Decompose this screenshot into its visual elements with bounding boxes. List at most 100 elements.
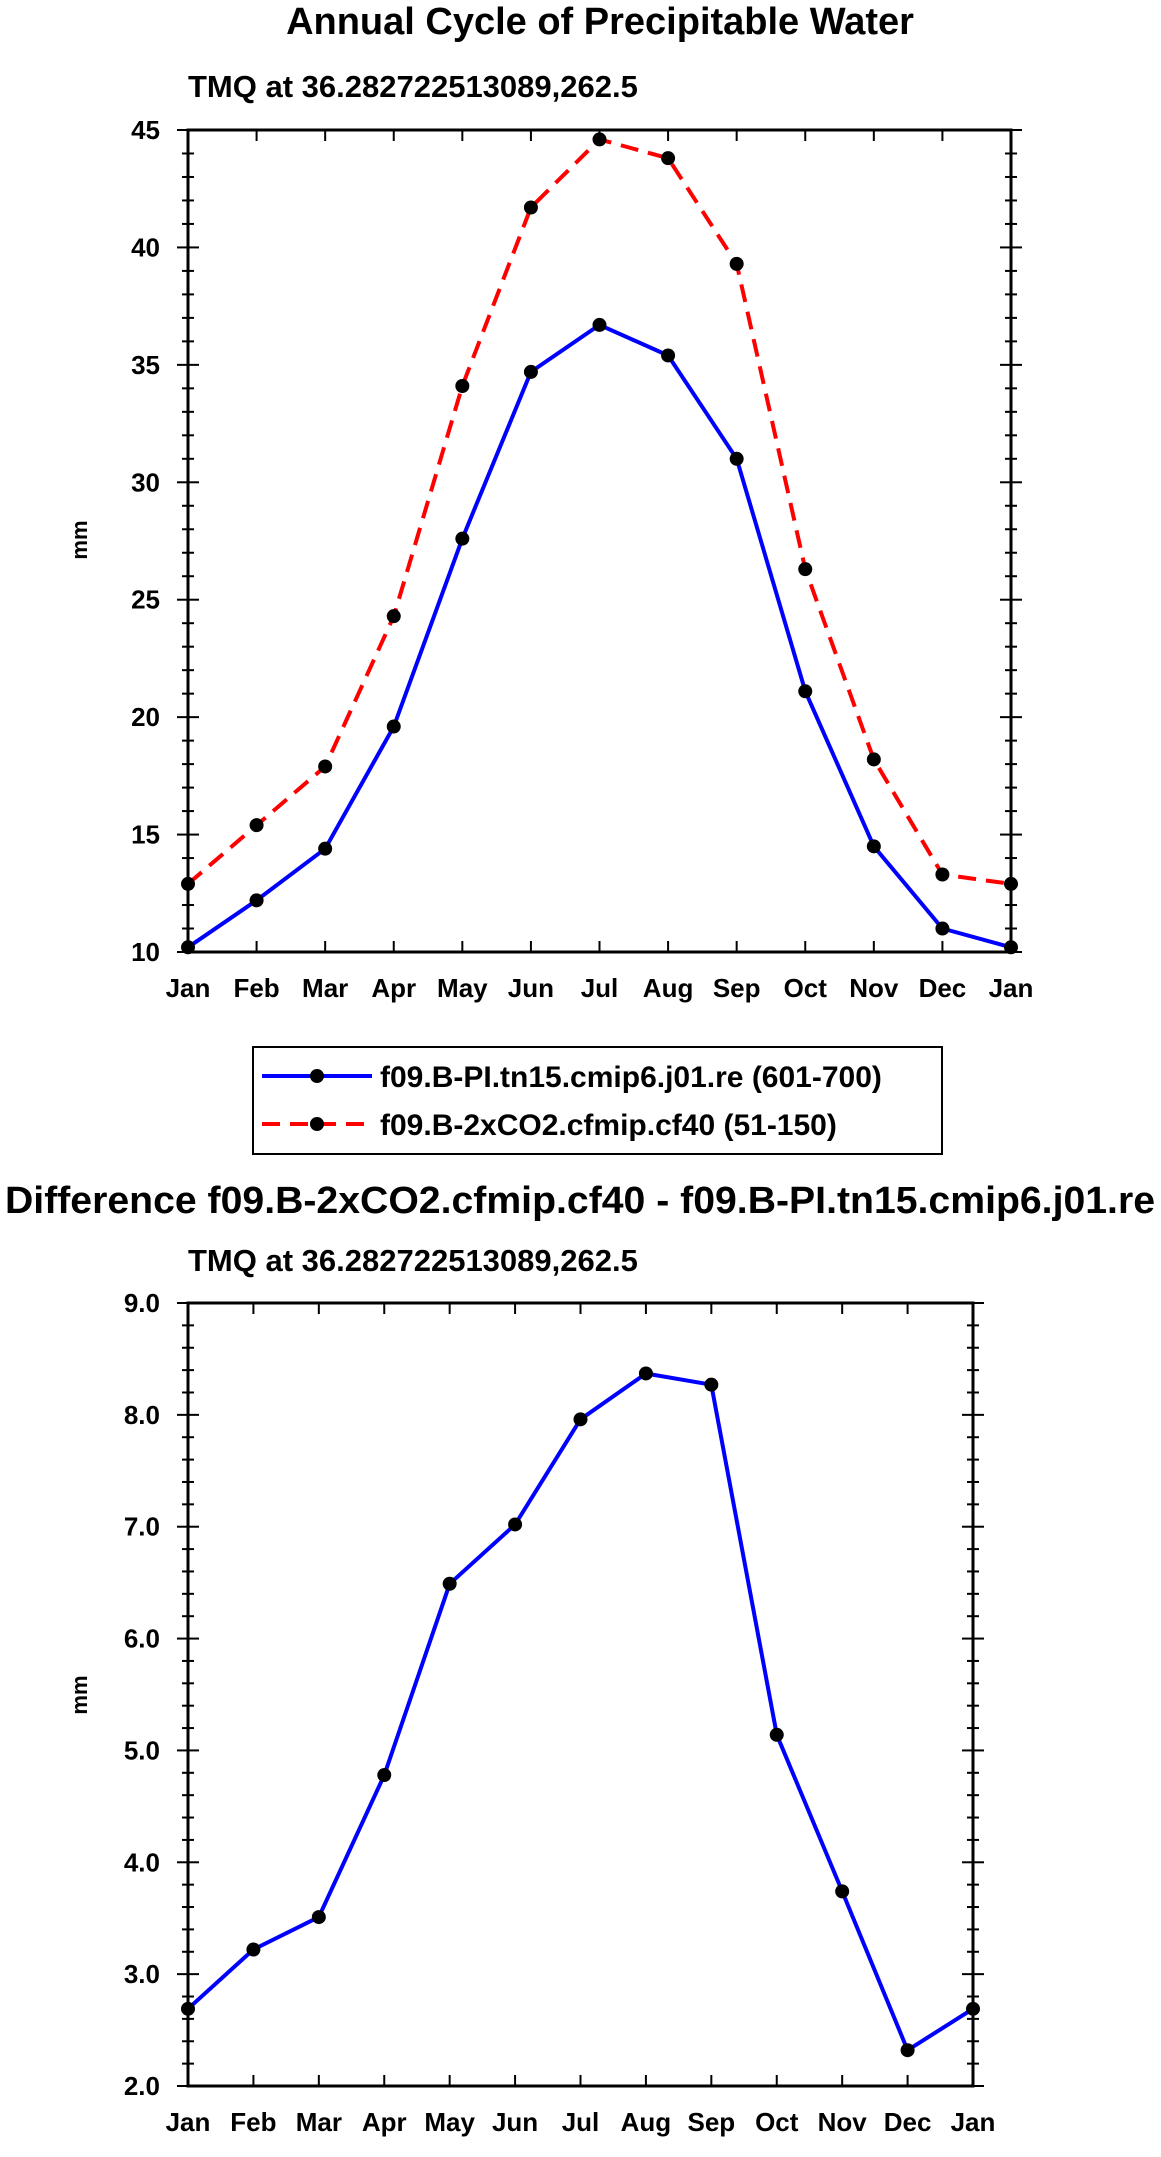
data-point <box>1004 940 1018 955</box>
y-tick-label: 20 <box>131 702 160 732</box>
data-point <box>661 348 676 363</box>
data-point <box>866 752 881 767</box>
data-point <box>181 876 195 891</box>
data-point <box>249 893 264 908</box>
x-tick-label: Apr <box>362 2107 407 2137</box>
data-point <box>386 719 401 734</box>
data-point <box>592 317 607 332</box>
data-point <box>246 1942 261 1957</box>
x-tick-label: Apr <box>371 973 416 1003</box>
chart-subtitle: TMQ at 36.282722513089,262.5 <box>188 69 638 104</box>
y-tick-label: 40 <box>131 232 160 262</box>
y-tick-label: 7.0 <box>124 1512 160 1542</box>
data-point <box>729 451 744 466</box>
x-tick-label: Jan <box>951 2107 996 2137</box>
legend-entry-2xco2: f09.B-2xCO2.cfmip.cf40 (51-150) <box>262 1109 837 1142</box>
data-point <box>798 562 813 577</box>
x-tick-label: Jan <box>989 973 1034 1003</box>
data-point <box>523 200 538 215</box>
difference-subtitle: TMQ at 36.282722513089,262.5 <box>188 1243 638 1278</box>
y-tick-labels: 2.0 3.0 4.0 5.0 6.0 7.0 8.0 9.0 <box>124 1288 160 2101</box>
data-point <box>866 839 881 854</box>
series-lines <box>186 1371 975 2053</box>
data-point <box>455 531 470 546</box>
precipitable-water-chart: Annual Cycle of Precipitable Water TMQ a… <box>67 1 1034 1155</box>
y-tick-labels: 10 15 20 25 30 35 40 45 <box>131 115 160 967</box>
x-tick-label: Mar <box>302 973 348 1003</box>
data-point <box>377 1768 392 1783</box>
y-tick-label: 30 <box>131 467 160 497</box>
data-point <box>442 1576 457 1591</box>
series-line <box>186 137 1012 886</box>
x-tick-label: Nov <box>849 973 899 1003</box>
chart-title: Annual Cycle of Precipitable Water <box>286 1 914 43</box>
x-tick-label: May <box>424 2107 475 2137</box>
plot-frame <box>186 128 1013 954</box>
tick-marks <box>177 129 1022 953</box>
x-tick-label: Aug <box>621 2107 672 2137</box>
tick-marks <box>177 1302 984 2087</box>
legend-label-2xco2: f09.B-2xCO2.cfmip.cf40 (51-150) <box>380 1109 837 1142</box>
data-point <box>900 2043 915 2058</box>
y-tick-label: 15 <box>131 820 160 850</box>
x-tick-label: Jun <box>492 2107 538 2137</box>
y-tick-label: 4.0 <box>124 1847 160 1877</box>
data-point <box>508 1517 523 1532</box>
data-point <box>966 2001 980 2016</box>
x-tick-label: May <box>437 973 488 1003</box>
data-point <box>661 151 676 166</box>
data-point <box>523 364 538 379</box>
data-point <box>592 132 607 147</box>
x-tick-labels: Jan Feb Mar Apr May Jun Jul Aug Sep Oct Nov Dec Jan <box>166 2107 996 2137</box>
x-tick-label: Feb <box>233 973 279 1003</box>
data-point <box>729 256 744 271</box>
x-tick-label: Sep <box>687 2107 735 2137</box>
data-point <box>704 1377 719 1392</box>
data-point <box>935 867 950 882</box>
data-point <box>181 940 195 955</box>
data-point <box>311 1910 326 1925</box>
data-point <box>573 1412 588 1427</box>
data-point <box>798 684 813 699</box>
difference-title: Difference f09.B-2xCO2.cfmip.cf40 - f09.… <box>5 1180 1155 1222</box>
y-tick-label: 5.0 <box>124 1735 160 1765</box>
y-tick-label: 6.0 <box>124 1624 160 1654</box>
y-tick-label: 35 <box>131 350 160 380</box>
y-axis-label: mm <box>67 1675 92 1714</box>
x-tick-label: Jul <box>562 2107 600 2137</box>
data-point <box>318 841 333 856</box>
x-tick-label: Sep <box>713 973 761 1003</box>
y-tick-label: 25 <box>131 585 160 615</box>
y-tick-label: 45 <box>131 115 160 145</box>
series-lines <box>186 137 1012 950</box>
data-point <box>638 1366 653 1381</box>
legend-box <box>252 1046 943 1155</box>
x-tick-label: Jan <box>166 973 211 1003</box>
data-point <box>835 1884 850 1899</box>
data-point <box>935 921 950 936</box>
x-tick-label: Dec <box>919 973 967 1003</box>
legend: f09.B-PI.tn15.cmip6.j01.re (601-700) f09… <box>252 1046 943 1155</box>
x-tick-label: Mar <box>296 2107 342 2137</box>
legend-marker-2xco2 <box>310 1117 324 1131</box>
x-tick-label: Feb <box>230 2107 276 2137</box>
legend-marker-pi <box>310 1069 324 1083</box>
x-tick-label: Nov <box>818 2107 868 2137</box>
legend-entry-pi: f09.B-PI.tn15.cmip6.j01.re (601-700) <box>262 1061 882 1094</box>
legend-label-pi: f09.B-PI.tn15.cmip6.j01.re (601-700) <box>380 1061 882 1094</box>
data-point <box>318 759 333 774</box>
data-point <box>769 1727 784 1742</box>
data-point <box>455 378 470 393</box>
difference-chart: Difference f09.B-2xCO2.cfmip.cf40 - f09.… <box>5 1180 1155 2137</box>
x-tick-labels: Jan Feb Mar Apr May Jun Jul Aug Sep Oct Nov Dec Jan <box>166 973 1034 1003</box>
data-point <box>386 609 401 624</box>
x-tick-label: Oct <box>784 973 828 1003</box>
series-line <box>186 322 1012 950</box>
x-tick-label: Aug <box>643 973 694 1003</box>
y-tick-label: 10 <box>131 937 160 967</box>
x-tick-label: Oct <box>755 2107 799 2137</box>
y-tick-label: 9.0 <box>124 1288 160 1318</box>
y-tick-label: 2.0 <box>124 2071 160 2101</box>
x-tick-label: Jun <box>508 973 554 1003</box>
y-axis-label: mm <box>67 520 92 559</box>
